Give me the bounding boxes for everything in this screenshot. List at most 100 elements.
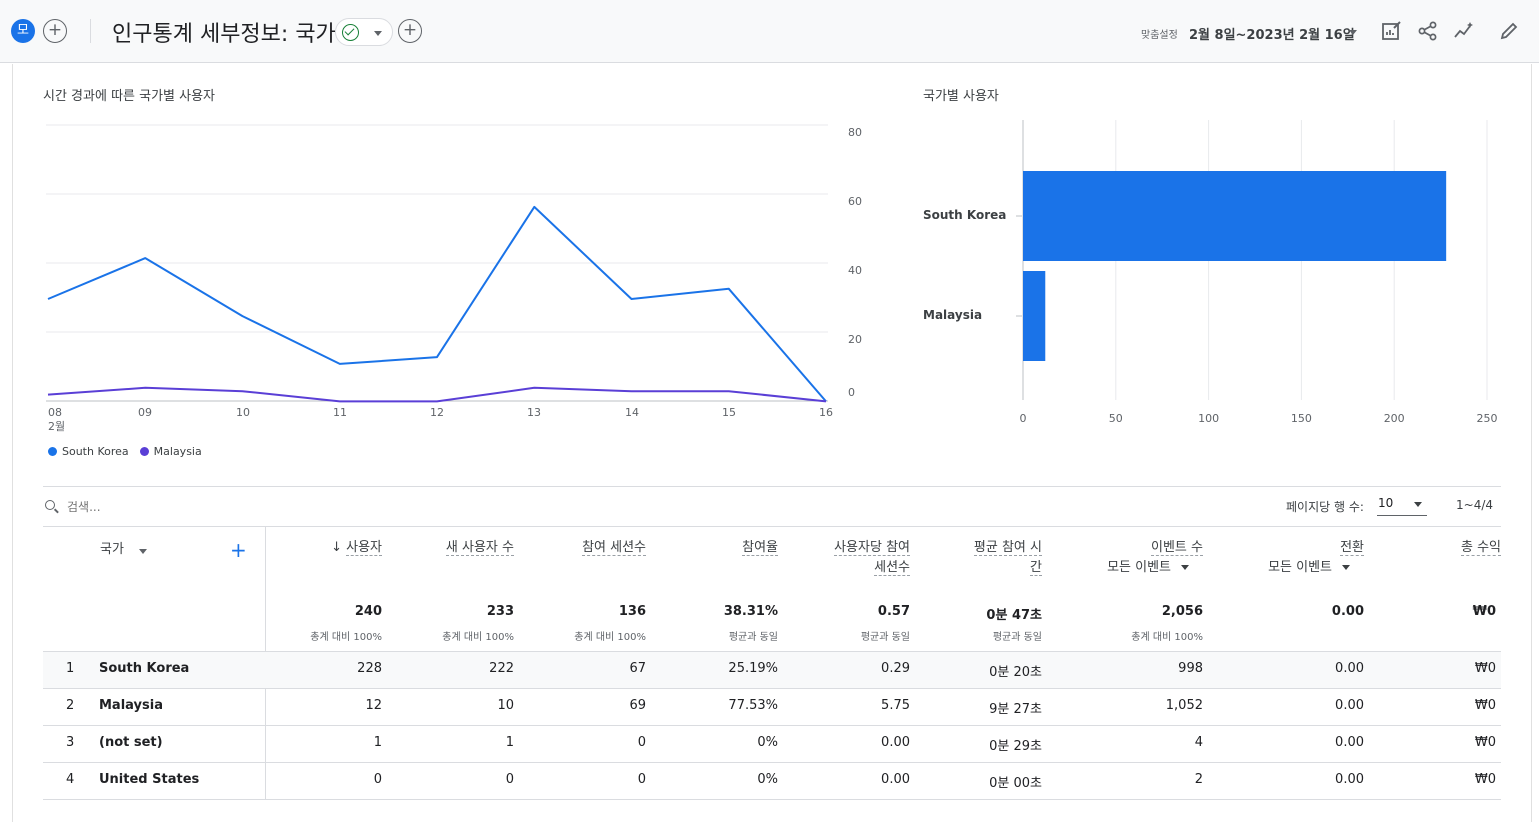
table-cell: 69 xyxy=(629,698,646,713)
column-header[interactable]: 참여율 xyxy=(648,538,778,558)
bar-malaysia[interactable] xyxy=(1023,271,1046,361)
column-header-label: 사용자당 참여 xyxy=(834,540,910,556)
search-input[interactable] xyxy=(67,498,367,516)
x-tick-label: 11 xyxy=(333,406,347,419)
chevron-down-icon[interactable] xyxy=(1342,565,1350,570)
table-cell: 4 xyxy=(1194,735,1203,750)
add-icon[interactable]: + xyxy=(398,19,422,43)
dimension-header[interactable]: 국가 xyxy=(100,542,124,557)
table-cell: ₩0 xyxy=(1474,772,1496,787)
table-cell: 222 xyxy=(489,661,514,676)
series-line-malaysia[interactable] xyxy=(47,386,827,403)
column-header-label: 사용자 xyxy=(346,540,382,556)
table-cell: 5.75 xyxy=(881,698,910,713)
sort-arrow-icon: ↓ xyxy=(331,540,347,555)
legend-label: Malaysia xyxy=(153,445,202,458)
column-header[interactable]: 참여 세션수 xyxy=(516,538,646,558)
table-cell: 0.29 xyxy=(881,661,910,676)
status-chip[interactable] xyxy=(335,18,393,46)
share-icon[interactable] xyxy=(1417,20,1439,42)
comparison-avatar[interactable]: 모 xyxy=(11,19,35,43)
x-tick-label: 09 xyxy=(138,406,152,419)
x-tick-label: 50 xyxy=(1108,412,1123,425)
table-row[interactable] xyxy=(43,762,1501,799)
y-tick-label: 40 xyxy=(848,264,862,277)
pagination-label: 1~4/4 xyxy=(1456,498,1494,512)
series-line-south-korea[interactable] xyxy=(47,205,827,403)
column-total-comparison: 총계 대비 100% xyxy=(574,632,646,643)
event-filter-select[interactable]: 모든 이벤트 xyxy=(1107,560,1171,575)
row-country: Malaysia xyxy=(99,698,163,713)
event-filter-select[interactable]: 모든 이벤트 xyxy=(1268,560,1332,575)
add-comparison-icon[interactable]: + xyxy=(43,19,67,43)
y-tick-label: 60 xyxy=(848,195,862,208)
x-tick-label: 0 xyxy=(1019,412,1027,425)
line-chart-title: 시간 경과에 따른 국가별 사용자 xyxy=(43,89,216,104)
legend-item-malaysia[interactable]: Malaysia xyxy=(139,445,202,458)
x-tick-label: 12 xyxy=(430,406,444,419)
legend-dot-icon xyxy=(48,447,57,456)
column-header[interactable]: 사용자당 참여 세션수 xyxy=(780,538,910,578)
table-cell: 12 xyxy=(365,698,382,713)
date-dropdown-icon[interactable] xyxy=(1349,30,1357,35)
table-cell: ₩0 xyxy=(1474,698,1496,713)
dimension-dropdown-icon[interactable] xyxy=(139,549,147,554)
table-cell: 228 xyxy=(357,661,382,676)
column-total: 0.00 xyxy=(1331,604,1364,619)
customize-report-icon[interactable] xyxy=(1380,20,1402,42)
table-row[interactable] xyxy=(43,688,1501,725)
divider xyxy=(43,486,1501,487)
table-cell: 0.00 xyxy=(1335,735,1364,750)
table-cell: 0분 29초 xyxy=(989,739,1042,754)
x-tick-label: 200 xyxy=(1383,412,1405,425)
column-total-comparison: 평균과 동일 xyxy=(992,632,1042,643)
bar-chart-title: 국가별 사용자 xyxy=(923,89,999,104)
table-cell: 1 xyxy=(373,735,382,750)
column-header-label: 참여율 xyxy=(742,540,778,556)
chevron-down-icon[interactable] xyxy=(1181,565,1189,570)
report-header: 모 + 인구통계 세부정보: 국가 + 맞춤설정 2월 8일~2023년 2월 … xyxy=(0,0,1539,63)
bar-south-korea[interactable] xyxy=(1023,171,1447,261)
table-cell: 0분 00초 xyxy=(989,776,1042,791)
table-cell: 0 xyxy=(505,772,514,787)
bar-chart xyxy=(1016,120,1488,400)
row-country: (not set) xyxy=(99,735,163,750)
column-total: 2,056 xyxy=(1161,604,1203,619)
column-header[interactable]: 총 수익 xyxy=(1461,538,1501,558)
x-tick-label: 14 xyxy=(625,406,639,419)
table-row[interactable] xyxy=(43,651,1501,688)
column-total: 233 xyxy=(486,604,514,619)
column-header[interactable]: ↓ 사용자 xyxy=(252,538,382,558)
table-cell: 25.19% xyxy=(728,661,778,676)
add-dimension-icon[interactable]: + xyxy=(230,538,247,562)
table-cell: 0분 20초 xyxy=(989,665,1042,680)
rows-per-page-select[interactable]: 10 xyxy=(1377,494,1427,516)
date-range-picker[interactable]: 2월 8일~2023년 2월 16일 xyxy=(1189,28,1355,43)
divider xyxy=(43,799,1501,800)
search-icon xyxy=(45,500,55,510)
column-header-label: 이벤트 수 xyxy=(1151,540,1203,556)
table-cell: 0% xyxy=(757,735,778,750)
column-total: 240 xyxy=(354,604,382,619)
divider xyxy=(43,526,1501,527)
table-row[interactable] xyxy=(43,725,1501,762)
column-header-label: 총 수익 xyxy=(1461,540,1501,556)
column-header[interactable]: 새 사용자 수 xyxy=(384,538,514,558)
legend-item-south-korea[interactable]: South Korea xyxy=(48,445,129,458)
insights-icon[interactable] xyxy=(1453,20,1475,42)
legend-label: South Korea xyxy=(62,445,129,458)
row-country: South Korea xyxy=(99,661,190,676)
legend-dot-icon xyxy=(139,447,149,456)
table-cell: ₩0 xyxy=(1474,735,1496,750)
edit-icon[interactable] xyxy=(1498,20,1520,42)
column-header-label: 전환 xyxy=(1340,540,1364,556)
x-tick-label: 08 xyxy=(48,406,62,419)
chevron-down-icon xyxy=(374,31,382,36)
table-cell: 77.53% xyxy=(728,698,778,713)
column-total-comparison: 총계 대비 100% xyxy=(442,632,514,643)
column-total-comparison: 총계 대비 100% xyxy=(1131,632,1203,643)
x-tick-label: 150 xyxy=(1290,412,1312,425)
